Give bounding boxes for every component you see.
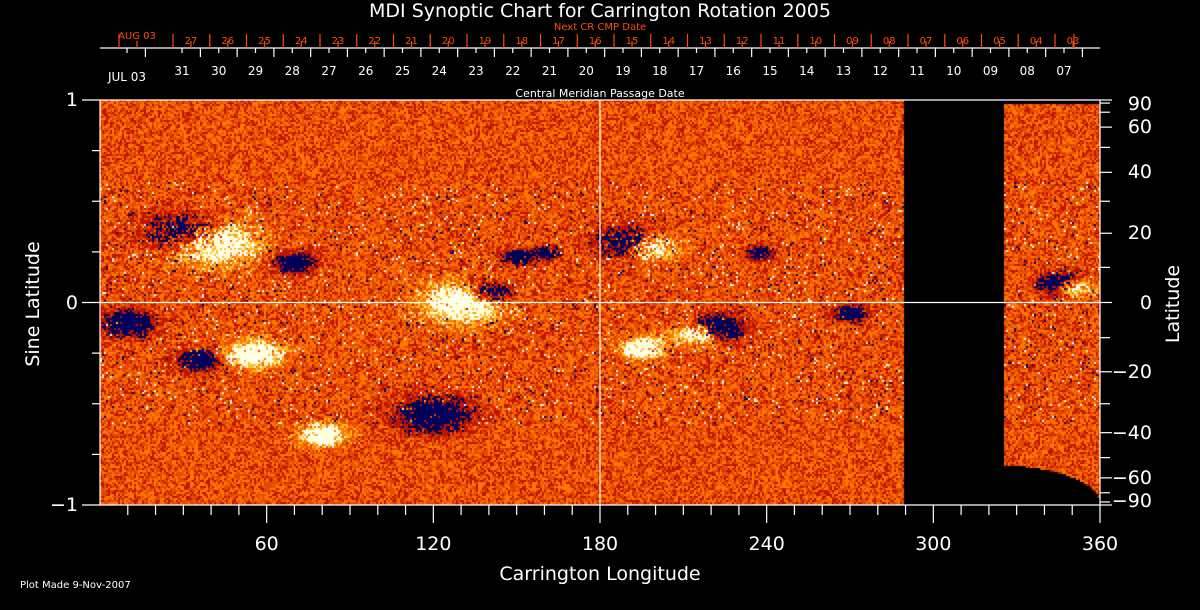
cmp-date-label: 10 bbox=[946, 64, 962, 78]
cmp-date-label: 22 bbox=[505, 64, 521, 78]
cmp-date-label: 17 bbox=[688, 64, 705, 78]
y-right-tick-label: −20 bbox=[1111, 360, 1152, 383]
x-tick-label: 240 bbox=[748, 533, 785, 555]
y-right-tick-label: 20 bbox=[1127, 222, 1152, 245]
x-tick-label: 300 bbox=[915, 533, 952, 555]
y-tick-label: 0 bbox=[65, 291, 78, 314]
x-tick-label: 180 bbox=[581, 533, 619, 555]
cmp-date-label: 20 bbox=[578, 64, 594, 78]
cmp-date-label: 23 bbox=[468, 64, 484, 78]
cmp-date-label: 07 bbox=[1056, 64, 1072, 78]
x-tick-label: 60 bbox=[254, 533, 279, 555]
cmp-date-label: 26 bbox=[358, 64, 374, 78]
y-right-tick-label: −40 bbox=[1111, 421, 1152, 444]
cmp-date-label: 21 bbox=[541, 64, 558, 78]
chart-title: MDI Synoptic Chart for Carrington Rotati… bbox=[369, 0, 831, 22]
plot-made-date: Plot Made 9-Nov-2007 bbox=[20, 580, 131, 591]
cmp-date-label: 15 bbox=[762, 64, 778, 78]
cmp-date-label: JUL 03 bbox=[107, 70, 147, 84]
y-tick-label: −1 bbox=[49, 494, 78, 516]
cmp-date-label: 31 bbox=[174, 64, 190, 78]
next-cr-label: Next CR CMP Date bbox=[553, 22, 647, 33]
y-right-tick-label: −90 bbox=[1111, 490, 1152, 512]
cmp-date-label: 19 bbox=[615, 64, 631, 78]
y-right-tick-label: 60 bbox=[1127, 116, 1152, 139]
x-axis-label: Carrington Longitude bbox=[499, 563, 701, 585]
x-tick-label: 120 bbox=[415, 533, 452, 555]
y-axis-label: Sine Latitude bbox=[22, 241, 44, 367]
cmp-date-label: 16 bbox=[725, 64, 741, 78]
cmp-date-label: 12 bbox=[872, 64, 888, 78]
cmp-date-label: 27 bbox=[321, 64, 337, 78]
cmp-date-label: 28 bbox=[284, 64, 300, 78]
cmp-date-label: 24 bbox=[431, 64, 447, 78]
cmp-date-label: 11 bbox=[909, 64, 925, 78]
cmp-date-label: 09 bbox=[982, 64, 999, 78]
cmp-date-label: 30 bbox=[211, 64, 227, 78]
next-cr-date-label: AUG 03 bbox=[118, 31, 156, 42]
cmp-date-label: 18 bbox=[652, 64, 668, 78]
cmp-date-label: 08 bbox=[1019, 64, 1035, 78]
x-tick-label: 360 bbox=[1081, 533, 1119, 555]
y-tick-label: 1 bbox=[65, 89, 78, 111]
cmp-date-label: 29 bbox=[247, 64, 264, 78]
y-right-tick-label: 40 bbox=[1127, 161, 1152, 184]
y-right-tick-label: 0 bbox=[1139, 291, 1152, 314]
cmp-date-label: 13 bbox=[835, 64, 852, 78]
y-right-tick-label: 90 bbox=[1127, 93, 1152, 115]
y-axis-right-label: Latitude bbox=[1162, 264, 1184, 344]
cmp-date-label: 14 bbox=[799, 64, 815, 78]
cmp-label: Central Meridian Passage Date bbox=[515, 87, 685, 100]
y-right-tick-label: −60 bbox=[1111, 466, 1152, 489]
cmp-date-label: 25 bbox=[394, 64, 411, 78]
